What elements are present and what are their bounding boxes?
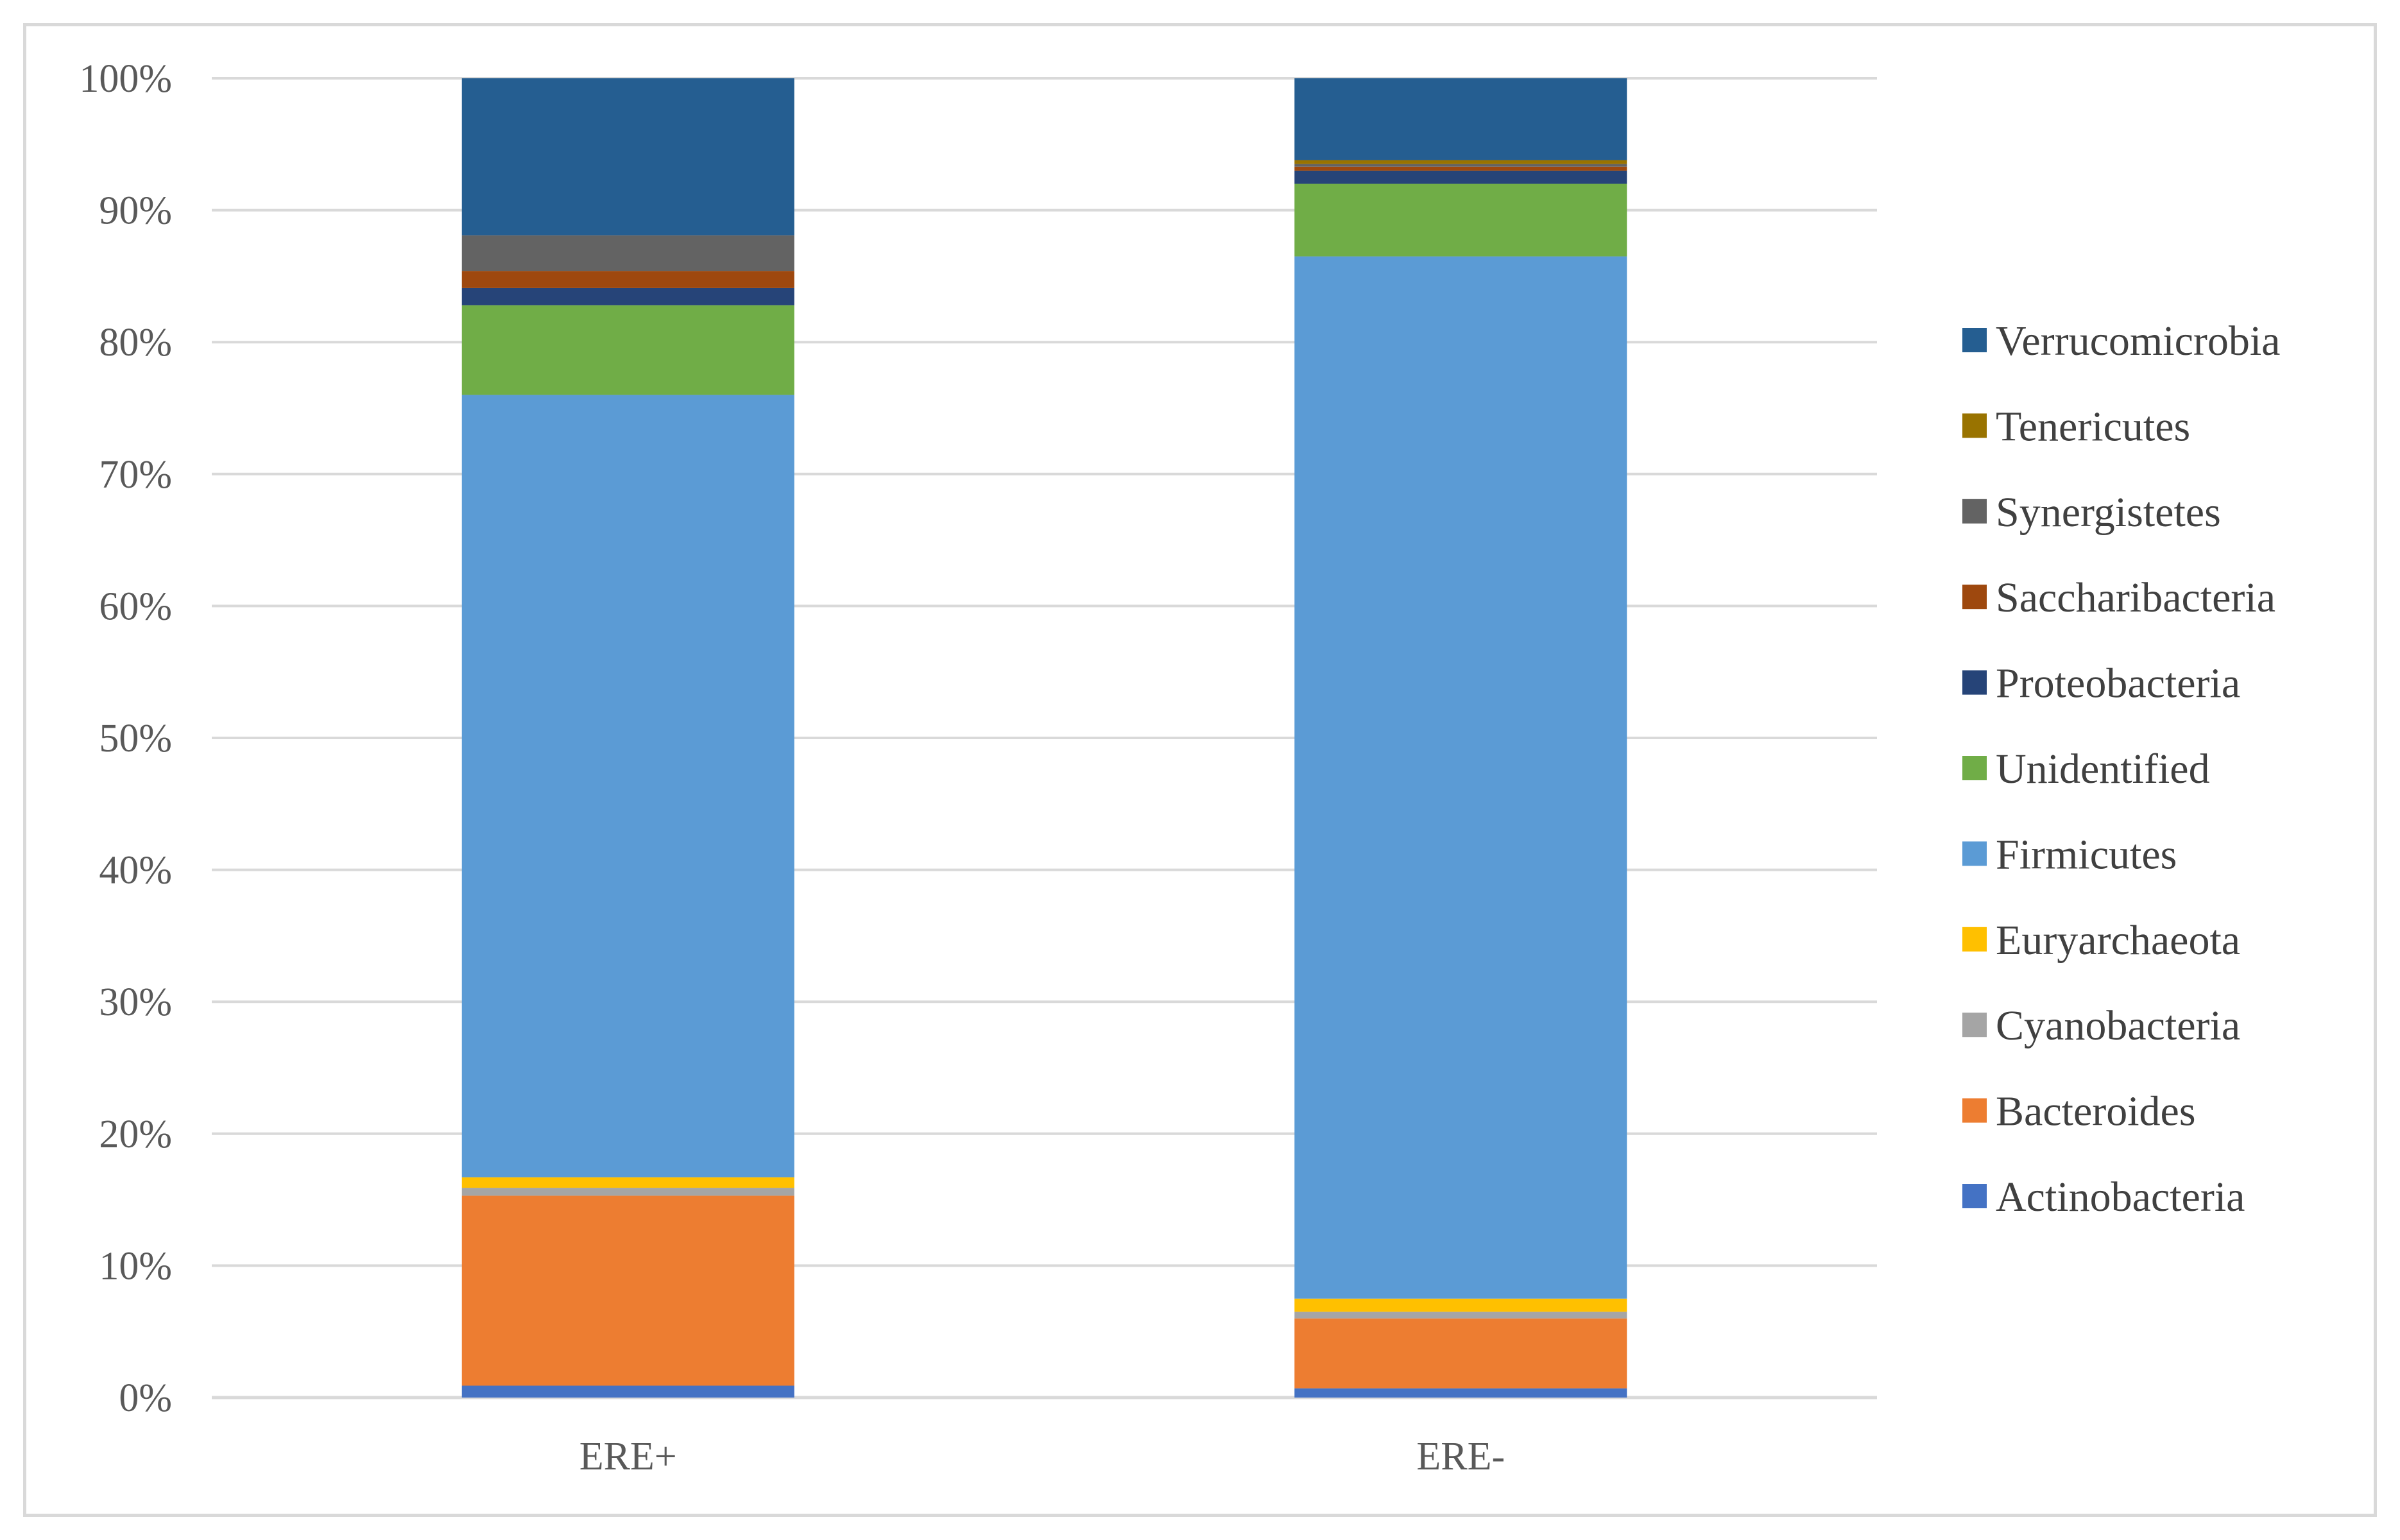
bar-segment [1294, 164, 1627, 167]
legend-label: Firmicutes [1996, 831, 2177, 878]
y-axis-tick-labels: 0% 10% 20% 30% 40% 50% 60% 70% 80% 90% 100% [79, 57, 172, 1420]
y-tick-label: 40% [99, 849, 172, 893]
legend-label: Actinobacteria [1996, 1174, 2245, 1220]
bar-segment [1294, 160, 1627, 164]
y-tick-label: 80% [99, 321, 172, 364]
x-axis-category-labels: ERE+ ERE- [579, 1435, 1505, 1478]
y-tick-label: 90% [99, 189, 172, 233]
bar-segment [461, 305, 794, 395]
bar-segment [461, 1188, 794, 1196]
legend-swatch [1962, 927, 1987, 952]
legend-label: Saccharibacteria [1996, 574, 2276, 621]
bar-segment [1294, 1318, 1627, 1389]
y-tick-label: 30% [99, 980, 172, 1024]
y-tick-label: 20% [99, 1113, 172, 1156]
legend-label: Euryarchaeota [1996, 917, 2240, 964]
bar-segment [461, 395, 794, 1177]
legend-swatch [1962, 413, 1987, 438]
x-tick-label: ERE+ [579, 1435, 677, 1478]
y-tick-label: 0% [119, 1376, 172, 1420]
y-tick-label: 100% [79, 57, 172, 101]
y-tick-label: 60% [99, 585, 172, 628]
legend-swatch [1962, 841, 1987, 866]
y-tick-label: 50% [99, 717, 172, 760]
bar-segment [461, 271, 794, 288]
legend-swatch [1962, 756, 1987, 780]
bar-segment [461, 1195, 794, 1386]
legend-swatch [1962, 670, 1987, 695]
legend-label: Synergistetes [1996, 489, 2221, 536]
bar-segment [461, 287, 794, 305]
legend: Verrucomicrobia Tenericutes Synergistetes S… [1962, 318, 2280, 1220]
legend-label: Proteobacteria [1996, 660, 2240, 707]
y-tick-label: 10% [99, 1244, 172, 1288]
legend-swatch [1962, 1098, 1987, 1123]
legend-label: Cyanobacteria [1996, 1002, 2240, 1049]
bar-segment [1294, 78, 1627, 160]
legend-label: Bacteroides [1996, 1088, 2196, 1135]
legend-swatch [1962, 1184, 1987, 1208]
legend-swatch [1962, 585, 1987, 610]
legend-label: Unidentified [1996, 746, 2210, 792]
legend-label: Tenericutes [1996, 403, 2190, 450]
bars [461, 78, 1627, 1398]
bar-segment [1294, 166, 1627, 171]
bar-segment [1294, 1312, 1627, 1319]
legend-swatch [1962, 328, 1987, 352]
bar-segment [1294, 184, 1627, 257]
bar-segment [1294, 1388, 1627, 1398]
bar-segment [1294, 256, 1627, 1299]
legend-label: Verrucomicrobia [1996, 318, 2280, 364]
bar-segment [461, 235, 794, 271]
bar-segment [461, 78, 794, 235]
legend-swatch [1962, 1013, 1987, 1038]
bar-segment [1294, 170, 1627, 184]
legend-swatch [1962, 499, 1987, 524]
gridlines [212, 77, 1877, 1399]
bar-segment [461, 1385, 794, 1398]
x-tick-label: ERE- [1416, 1435, 1505, 1478]
bar-segment [461, 1177, 794, 1188]
bar-segment [1294, 1298, 1627, 1312]
y-tick-label: 70% [99, 453, 172, 497]
